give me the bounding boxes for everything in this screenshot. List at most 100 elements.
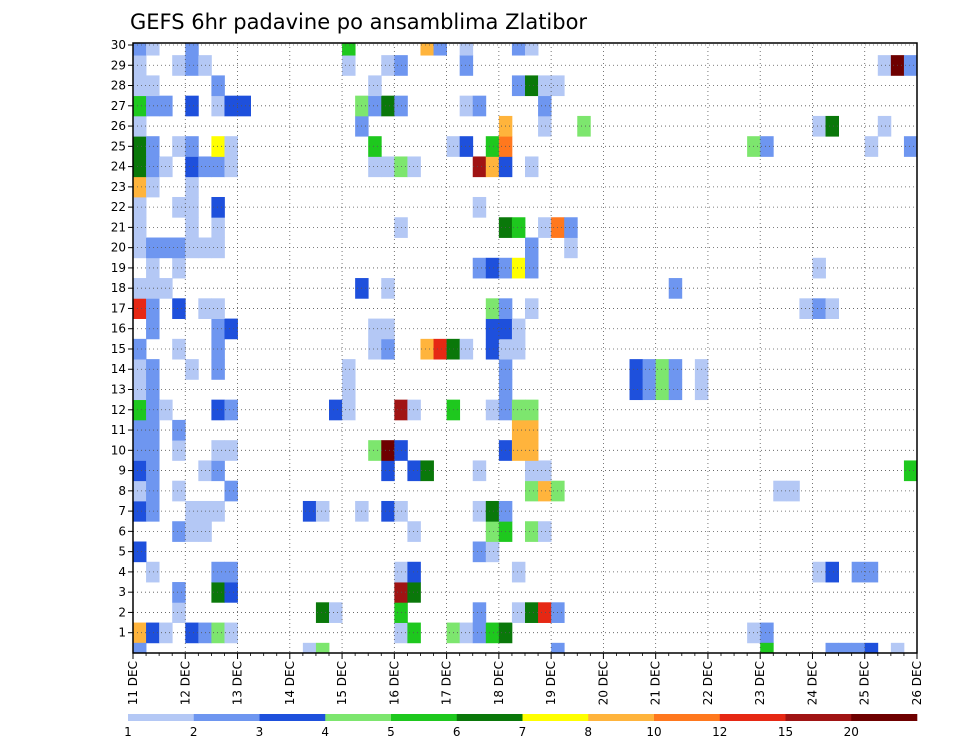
heatmap-cell	[185, 500, 199, 522]
heatmap-cell	[133, 541, 147, 563]
heatmap-cell	[825, 298, 839, 319]
heatmap-cell	[538, 480, 552, 502]
heatmap-cell	[525, 521, 539, 542]
y-tick-label: 25	[111, 139, 126, 153]
colorbar-label: 1	[124, 725, 132, 739]
heatmap-cell	[133, 237, 147, 259]
heatmap-cell	[329, 399, 343, 421]
chart-title: GEFS 6hr padavine po ansamblima Zlatibor	[130, 10, 587, 34]
colorbar-label: 7	[519, 725, 527, 739]
heatmap-cell	[146, 399, 160, 421]
heatmap-cell	[172, 582, 186, 603]
heatmap-cell	[459, 338, 474, 360]
heatmap-cell	[407, 399, 421, 421]
heatmap-cell	[146, 176, 160, 198]
heatmap-cell	[538, 75, 552, 97]
heatmap-cell	[760, 136, 774, 157]
heatmap-cell	[185, 156, 199, 178]
heatmap-cell	[459, 136, 474, 157]
heatmap-cell	[315, 602, 330, 623]
heatmap-cell	[525, 480, 539, 502]
heatmap-cell	[302, 642, 317, 654]
y-tick-label: 17	[111, 301, 126, 315]
heatmap-cell	[485, 156, 500, 178]
heatmap-cell	[459, 95, 474, 117]
heatmap-cell	[890, 642, 905, 654]
colorbar-label: 6	[453, 725, 461, 739]
heatmap-cell	[864, 561, 879, 583]
heatmap-cell	[224, 156, 238, 178]
x-tick-label: 19 DEC	[544, 661, 558, 705]
heatmap-cell	[172, 440, 186, 461]
heatmap-cell	[525, 257, 539, 279]
heatmap-cell	[472, 156, 487, 178]
heatmap-cell	[629, 359, 643, 380]
heatmap-cell	[812, 561, 826, 583]
heatmap-cell	[420, 338, 434, 360]
heatmap-cell	[133, 95, 147, 117]
heatmap-cell	[211, 298, 225, 319]
heatmap-cell	[133, 338, 147, 360]
heatmap-cell	[342, 379, 356, 401]
heatmap-cell	[538, 217, 552, 238]
heatmap-cell	[146, 298, 160, 319]
heatmap-cell	[146, 480, 160, 502]
heatmap-cell	[146, 460, 160, 482]
heatmap-cell	[525, 156, 539, 178]
heatmap-cell	[146, 257, 160, 279]
heatmap-cell	[133, 196, 147, 218]
heatmap-cell	[812, 298, 826, 319]
heatmap-cell	[133, 217, 147, 238]
heatmap-cell	[564, 237, 578, 259]
colorbar-label: 10	[646, 725, 661, 739]
colorbar-label: 5	[387, 725, 395, 739]
heatmap-cell	[407, 582, 421, 603]
heatmap-cell	[525, 440, 539, 461]
heatmap-cell	[172, 602, 186, 623]
heatmap-cell	[211, 196, 225, 218]
heatmap-cell	[185, 217, 199, 238]
heatmap-cell	[485, 338, 500, 360]
colorbar-swatch	[719, 714, 786, 721]
colorbar-swatch	[456, 714, 523, 721]
y-tick-label: 4	[118, 565, 126, 579]
heatmap-cell	[368, 440, 382, 461]
y-tick-label: 5	[118, 545, 126, 559]
heatmap-cell	[172, 196, 186, 218]
heatmap-cell	[133, 156, 147, 178]
heatmap-cell	[825, 561, 839, 583]
heatmap-cell	[185, 359, 199, 380]
heatmap-cell	[538, 95, 552, 117]
colorbar-swatch	[325, 714, 392, 721]
heatmap-cell	[668, 278, 683, 299]
y-tick-label: 8	[118, 484, 126, 498]
colorbar-swatch	[654, 714, 721, 721]
heatmap-cell	[511, 419, 526, 441]
heatmap-cell	[133, 43, 147, 56]
y-tick-label: 1	[118, 626, 126, 640]
heatmap-cell	[472, 602, 487, 623]
y-tick-label: 26	[111, 119, 126, 133]
colorbar-swatch	[522, 714, 589, 721]
heatmap-cell	[172, 298, 186, 319]
y-tick-label: 24	[111, 160, 126, 174]
y-tick-label: 11	[111, 423, 126, 437]
y-tick-label: 20	[111, 241, 126, 255]
colorbar: 1 2 3 4 5 6 7 8 10 12 15 20	[124, 714, 918, 739]
heatmap-cell	[224, 440, 238, 461]
heatmap-cell	[133, 440, 147, 461]
x-tick-label: 24 DEC	[805, 661, 819, 705]
x-tick-label: 16 DEC	[387, 661, 401, 705]
heatmap-cell	[211, 75, 225, 97]
heatmap-cell	[146, 379, 160, 401]
y-tick-label: 27	[111, 99, 126, 113]
heatmap-cell	[472, 460, 487, 482]
x-tick-label: 11 DEC	[126, 661, 140, 705]
heatmap-cell	[172, 521, 186, 542]
heatmap-cell	[407, 521, 421, 542]
heatmap-cell	[224, 561, 238, 583]
heatmap-cell	[211, 399, 225, 421]
y-tick-label: 28	[111, 79, 126, 93]
